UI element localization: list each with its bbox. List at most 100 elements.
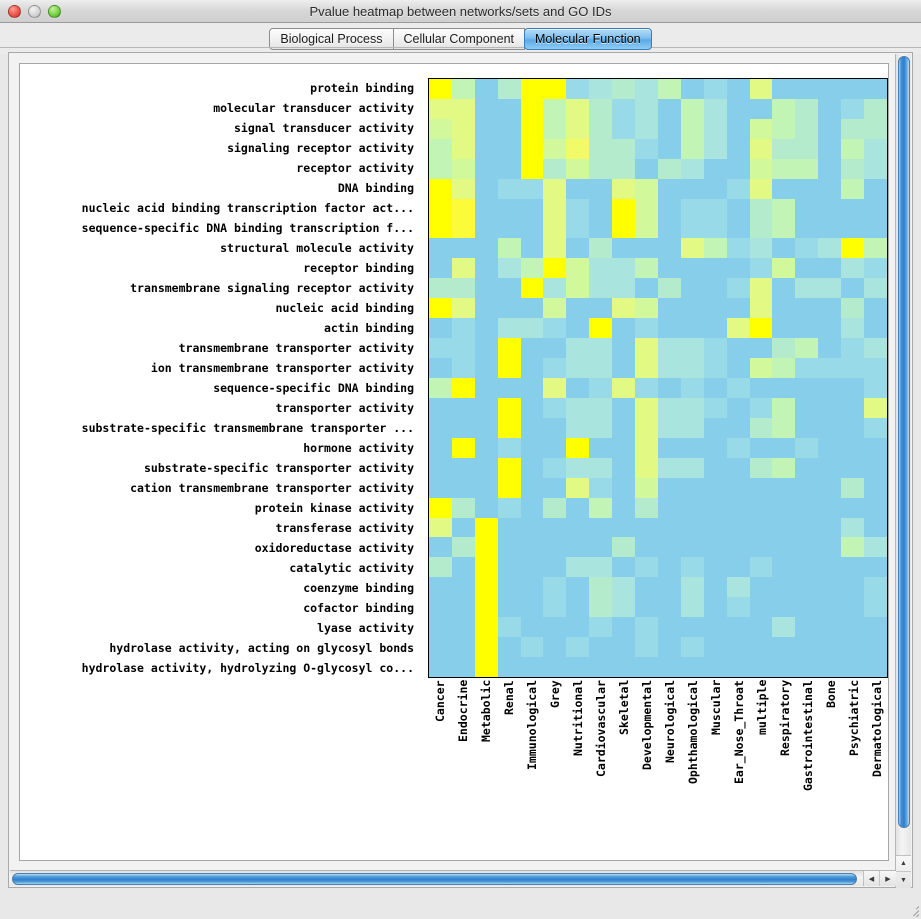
heatmap-cell[interactable] [429,138,452,159]
heatmap-cell[interactable] [795,417,819,438]
heatmap-cell[interactable] [703,79,727,99]
heatmap-cell[interactable] [818,298,842,319]
heatmap-cell[interactable] [841,318,865,339]
heatmap-cell[interactable] [589,617,613,638]
heatmap-cell[interactable] [841,417,865,438]
heatmap-cell[interactable] [726,278,750,299]
heatmap-cell[interactable] [749,517,773,538]
heatmap-cell[interactable] [520,617,544,638]
heatmap-cell[interactable] [795,517,819,538]
heatmap-cell[interactable] [680,417,704,438]
heatmap-cell[interactable] [566,377,590,398]
heatmap-cell[interactable] [429,118,452,139]
heatmap-cell[interactable] [657,457,681,478]
heatmap-cell[interactable] [635,178,658,199]
heatmap-cell[interactable] [841,238,865,259]
heatmap-cell[interactable] [589,557,613,578]
heatmap-cell[interactable] [520,417,544,438]
heatmap-cell[interactable] [429,218,452,239]
heatmap-cell[interactable] [543,397,567,418]
heatmap-cell[interactable] [566,597,590,618]
heatmap-cell[interactable] [520,218,544,239]
heatmap-cell[interactable] [772,537,796,558]
heatmap-cell[interactable] [818,238,842,259]
heatmap-cell[interactable] [589,397,613,418]
heatmap-cell[interactable] [497,377,521,398]
heatmap-cell[interactable] [864,397,887,418]
heatmap-cell[interactable] [657,417,681,438]
heatmap-cell[interactable] [589,79,613,99]
heatmap-cell[interactable] [566,258,590,279]
heatmap-cell[interactable] [680,338,704,359]
heatmap-cell[interactable] [680,79,704,99]
heatmap-cell[interactable] [497,437,521,458]
heatmap-cell[interactable] [635,138,658,159]
heatmap-cell[interactable] [429,358,452,378]
heatmap-cell[interactable] [726,258,750,279]
heatmap-cell[interactable] [703,318,727,339]
heatmap-cell[interactable] [703,397,727,418]
heatmap-cell[interactable] [795,457,819,478]
heatmap-cell[interactable] [612,318,636,339]
heatmap-cell[interactable] [749,637,773,658]
heatmap-cell[interactable] [543,577,567,598]
heatmap-cell[interactable] [589,577,613,598]
heatmap-cell[interactable] [497,178,521,199]
heatmap-cell[interactable] [497,417,521,438]
heatmap-cell[interactable] [429,377,452,398]
heatmap-cell[interactable] [497,238,521,259]
heatmap-cell[interactable] [520,577,544,598]
heatmap-cell[interactable] [726,397,750,418]
heatmap-cell[interactable] [497,298,521,319]
heatmap-cell[interactable] [795,338,819,359]
heatmap-cell[interactable] [680,537,704,558]
heatmap-cell[interactable] [635,158,658,179]
heatmap-cell[interactable] [429,577,452,598]
heatmap-cell[interactable] [772,577,796,598]
heatmap-cell[interactable] [772,437,796,458]
heatmap-cell[interactable] [818,358,842,378]
heatmap-cell[interactable] [818,417,842,438]
heatmap-cell[interactable] [429,517,452,538]
scroll-right-icon[interactable]: ▶ [885,875,891,883]
heatmap-cell[interactable] [657,318,681,339]
heatmap-cell[interactable] [451,258,475,279]
heatmap-cell[interactable] [680,657,704,677]
heatmap-cell[interactable] [543,377,567,398]
heatmap-cell[interactable] [841,158,865,179]
heatmap-cell[interactable] [497,258,521,279]
heatmap-cell[interactable] [520,637,544,658]
heatmap-cell[interactable] [864,517,887,538]
heatmap-cell[interactable] [726,338,750,359]
heatmap-cell[interactable] [635,437,658,458]
heatmap-cell[interactable] [703,158,727,179]
heatmap-cell[interactable] [749,437,773,458]
heatmap-cell[interactable] [474,637,498,658]
heatmap-cell[interactable] [657,537,681,558]
heatmap-cell[interactable] [726,457,750,478]
heatmap-cell[interactable] [543,298,567,319]
heatmap-cell[interactable] [657,517,681,538]
heatmap-cell[interactable] [543,417,567,438]
heatmap-cell[interactable] [749,577,773,598]
heatmap-cell[interactable] [657,278,681,299]
heatmap-cell[interactable] [635,537,658,558]
scroll-down-icon[interactable]: ▼ [900,876,907,884]
heatmap-cell[interactable] [635,338,658,359]
heatmap-cell[interactable] [772,597,796,618]
heatmap-cell[interactable] [451,338,475,359]
heatmap-cell[interactable] [612,597,636,618]
heatmap-cell[interactable] [749,417,773,438]
heatmap-cell[interactable] [864,258,887,279]
heatmap-cell[interactable] [497,657,521,677]
heatmap-cell[interactable] [474,138,498,159]
heatmap-cell[interactable] [864,617,887,638]
heatmap-cell[interactable] [818,397,842,418]
heatmap-cell[interactable] [566,338,590,359]
heatmap-cell[interactable] [612,637,636,658]
heatmap-cell[interactable] [772,218,796,239]
heatmap-cell[interactable] [657,377,681,398]
heatmap-cell[interactable] [612,238,636,259]
heatmap-cell[interactable] [864,278,887,299]
heatmap-cell[interactable] [520,597,544,618]
